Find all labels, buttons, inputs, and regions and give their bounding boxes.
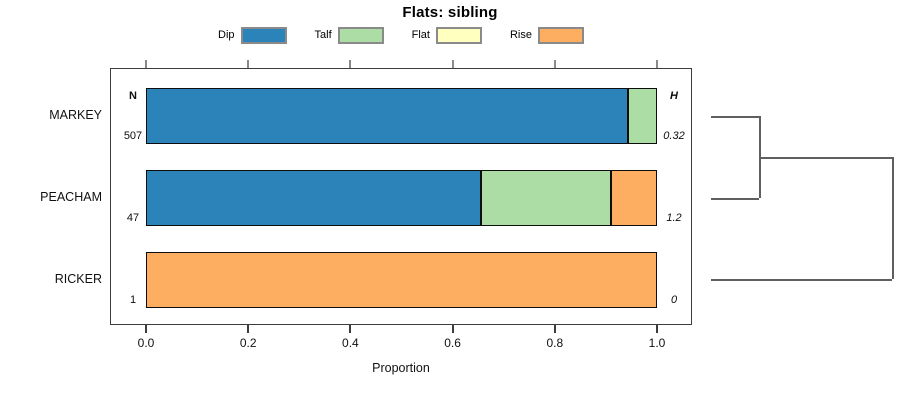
h-value-peacham: 1.2 [666,212,682,224]
x-axis-bottom-tick [247,325,250,333]
dendrogram-h-line [711,279,892,281]
x-axis-top-tick [451,60,454,68]
bar-segment-talf [628,88,657,144]
stacked-bar-ricker [146,252,657,308]
bar-segment-rise [611,170,657,226]
legend-item-talf: Talf [314,26,384,44]
category-label-peacham: PEACHAM [40,190,102,204]
legend-label: Rise [509,29,532,41]
x-axis-top-tick [656,60,658,68]
legend-label: Flat [411,29,430,41]
n-value-ricker: 1 [129,294,137,306]
legend-item-flat: Flat [411,26,482,44]
legend-item-dip: Dip [218,26,287,44]
x-axis-top-tick [145,60,147,68]
x-axis-bottom-tick [349,325,352,333]
legend-label: Talf [314,29,332,41]
legend-swatch-rise [538,26,584,44]
x-axis-top-tick [553,60,556,68]
bar-segment-talf [481,170,611,226]
x-axis-tick-label: 0.0 [137,336,155,350]
dendrogram-h-line [711,116,759,118]
x-axis-bottom-tick [451,325,454,333]
bar-segment-dip [146,170,481,226]
legend-swatch-talf [337,26,384,44]
dendrogram-h-line [711,198,759,200]
legend: Dip Talf Flat Rise [110,25,692,45]
legend-item-rise: Rise [509,26,584,44]
x-axis-tick-label: 1.0 [648,336,666,350]
h-value-markey: 0.32 [663,130,685,142]
stacked-bar-peacham [146,170,657,226]
stacked-bar-markey [146,88,657,144]
category-label-ricker: RICKER [54,272,102,286]
legend-swatch-flat [435,26,482,44]
x-axis-bottom-tick [656,325,658,333]
h-value-ricker: 0 [670,294,678,306]
n-value-peacham: 47 [126,212,140,224]
x-axis-tick-label: 0.8 [546,336,564,350]
bar-segment-dip [146,88,628,144]
x-axis-label: Proportion [372,361,430,375]
chart-title: Flats: sibling [402,4,498,21]
n-value-markey: 507 [123,130,143,142]
x-axis-bottom-tick [145,325,147,333]
x-axis-top-tick [349,60,352,68]
legend-swatch-dip [240,26,287,44]
x-axis-bottom-tick [553,325,556,333]
x-axis-tick-label: 0.2 [239,336,257,350]
plot-box [110,68,692,325]
bar-segment-rise [146,252,657,308]
dendrogram-v-line [892,157,894,279]
x-axis-tick-label: 0.4 [342,336,359,350]
h-column-header: H [670,90,678,102]
n-column-header: N [129,90,137,102]
dendrogram-h-line [759,157,892,159]
legend-label: Dip [218,29,235,41]
x-axis-top-tick [247,60,250,68]
x-axis-tick-label: 0.6 [444,336,461,350]
category-label-markey: MARKEY [49,108,102,122]
